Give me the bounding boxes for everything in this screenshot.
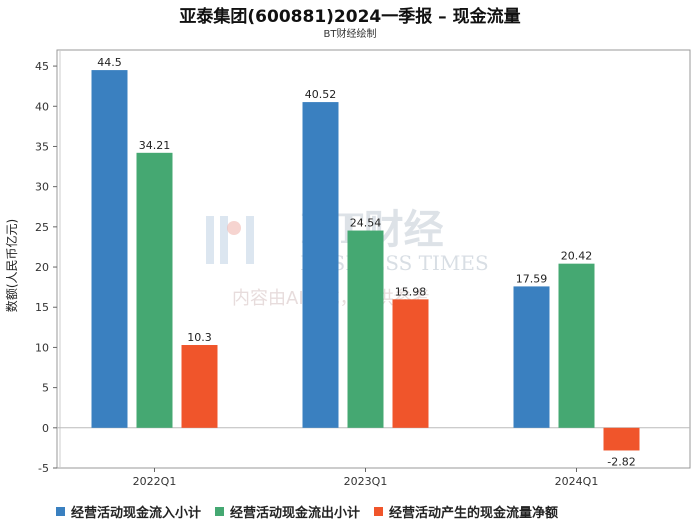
legend-item: 经营活动现金流出小计 <box>215 502 360 521</box>
data-label: -2.82 <box>607 455 635 468</box>
x-tick-label: 2024Q1 <box>555 475 599 488</box>
legend-swatch <box>374 506 384 516</box>
bar-2024Q1-s2 <box>603 427 640 451</box>
y-tick-label: 25 <box>35 221 49 234</box>
legend-item: 经营活动产生的现金流量净额 <box>374 502 558 521</box>
bar-2022Q1-s0 <box>91 70 128 428</box>
data-label: 44.5 <box>97 56 122 69</box>
data-label: 40.52 <box>305 88 337 101</box>
data-label: 34.21 <box>139 139 171 152</box>
bar-2024Q1-s1 <box>558 263 595 428</box>
legend-swatch <box>215 506 225 516</box>
watermark: BT财经 BUSINESS TIMES 内容由AI生成，仅供参考 <box>206 206 489 309</box>
plot-frame <box>56 49 691 469</box>
legend-item: 经营活动现金流入小计 <box>56 502 201 521</box>
data-label: 17.59 <box>516 272 548 285</box>
watermark-logo-bar <box>220 216 228 264</box>
data-label: 24.54 <box>350 217 382 230</box>
bar-2023Q1-s1 <box>347 230 384 428</box>
y-tick-label: 20 <box>35 261 49 274</box>
chart-subtitle: BT财经绘制 <box>323 29 377 40</box>
y-tick-label: 45 <box>35 60 49 73</box>
bar-chart: BT财经 BUSINESS TIMES 内容由AI生成，仅供参考 -5 0 5 10 1… <box>35 49 691 488</box>
y-tick-label: 10 <box>35 341 49 354</box>
watermark-logo-bar <box>246 216 254 264</box>
legend-swatch <box>56 506 65 516</box>
bar-2024Q1-s0 <box>513 286 550 428</box>
bar-2023Q1-s0 <box>302 102 339 428</box>
y-tick-label: 30 <box>35 181 49 194</box>
legend-label: 经营活动现金流出小计 <box>230 505 361 521</box>
watermark-logo-dot <box>227 221 241 235</box>
bar-2022Q1-s1 <box>136 152 173 428</box>
y-tick-label: 0 <box>42 422 49 435</box>
chart-title: 亚泰集团(600881)2024一季报 – 现金流量 <box>179 7 521 27</box>
y-tick-label: 15 <box>35 301 49 314</box>
data-label: 15.98 <box>395 285 427 298</box>
y-tick-label: 40 <box>35 100 49 113</box>
legend: 经营活动现金流入小计 经营活动现金流出小计 经营活动产生的现金流量净额 <box>56 500 572 522</box>
data-label: 20.42 <box>561 250 593 263</box>
legend-label: 经营活动现金流入小计 <box>71 505 202 521</box>
watermark-logo-bar <box>206 216 214 264</box>
bar-2023Q1-s2 <box>392 299 429 428</box>
y-tick-label: 35 <box>35 140 49 153</box>
x-tick-label: 2022Q1 <box>133 475 177 488</box>
y-tick-label: -5 <box>38 462 49 475</box>
data-label: 10.3 <box>187 331 212 344</box>
bar-2022Q1-s2 <box>181 345 218 428</box>
legend-label: 经营活动产生的现金流量净额 <box>389 505 559 521</box>
x-tick-label: 2023Q1 <box>344 475 388 488</box>
y-tick-label: 5 <box>42 382 49 395</box>
